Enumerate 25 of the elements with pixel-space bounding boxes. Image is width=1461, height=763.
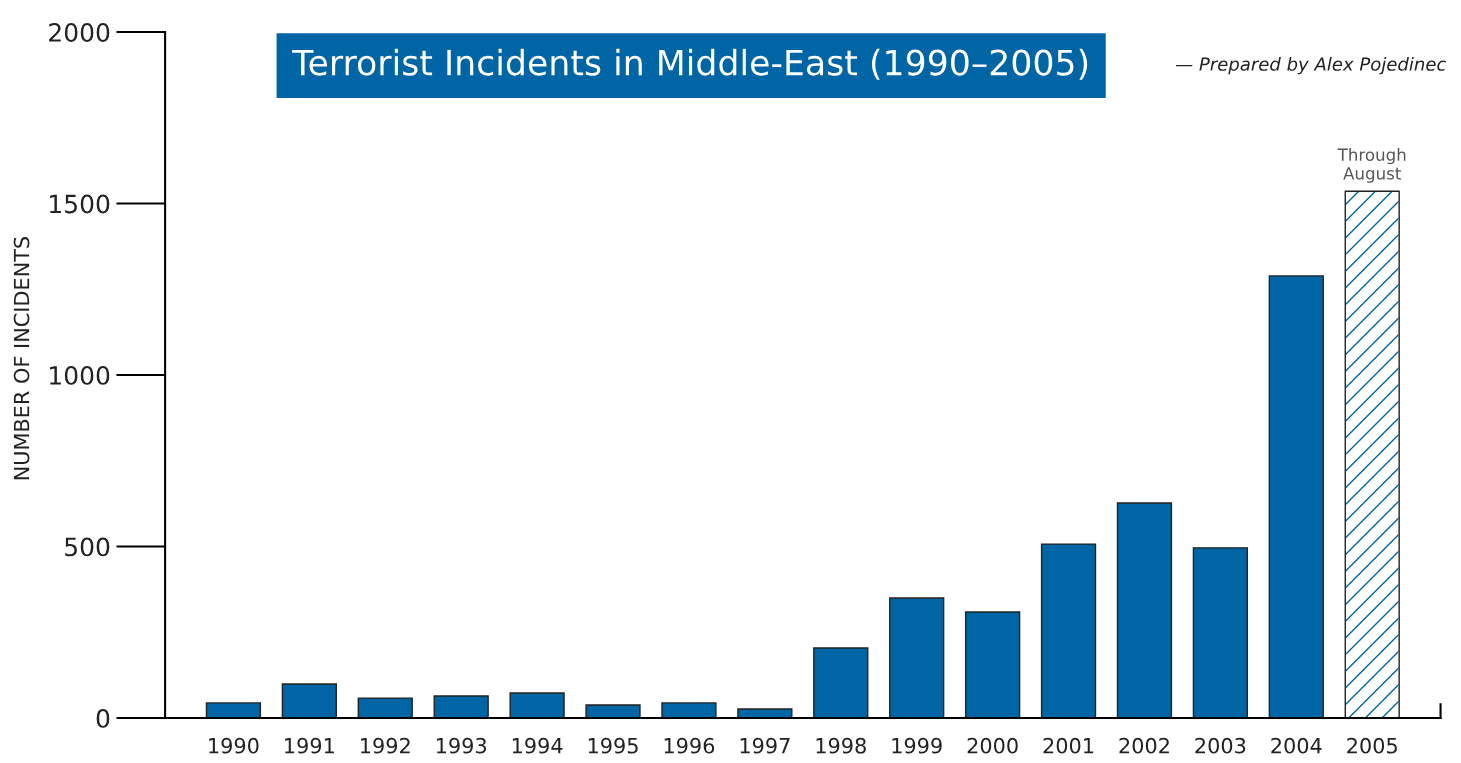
y-tick-label: 2000 xyxy=(49,22,110,42)
x-tick-label: 1999 xyxy=(892,737,942,754)
annotation: Through August xyxy=(1337,148,1406,183)
y-tick-label: 1500 xyxy=(50,194,110,214)
x-tick-label: 1993 xyxy=(436,737,487,754)
x-tick-label: 2002 xyxy=(1119,737,1169,754)
y-tick-label: 0 xyxy=(96,708,110,728)
x-tick-label: 2005 xyxy=(1347,737,1397,754)
y-tick-label: 1000 xyxy=(50,365,110,385)
y-axis-title: NUMBER OF INCIDENTS xyxy=(13,237,30,480)
x-tick-label: 2003 xyxy=(1195,737,1246,754)
x-tick-label: 1997 xyxy=(740,737,790,754)
y-tick-label: 500 xyxy=(65,537,110,557)
x-tick-label: 1991 xyxy=(285,737,334,754)
x-tick-label: 2004 xyxy=(1271,737,1322,754)
x-tick-label: 1995 xyxy=(588,737,638,754)
annotation: — Prepared by Alex Pojedinec xyxy=(1175,56,1447,75)
x-tick-label: 1992 xyxy=(361,737,410,754)
x-tick-label: 1996 xyxy=(664,737,715,754)
x-tick-label: 2000 xyxy=(967,737,1018,754)
chart-title: Terrorist Incidents in Middle-East (1990–2005) xyxy=(292,48,1088,80)
x-tick-label: 1998 xyxy=(816,737,866,754)
x-tick-label: 1994 xyxy=(512,737,563,754)
x-tick-label: 2001 xyxy=(1043,737,1094,754)
x-tick-label: 1990 xyxy=(209,737,259,754)
